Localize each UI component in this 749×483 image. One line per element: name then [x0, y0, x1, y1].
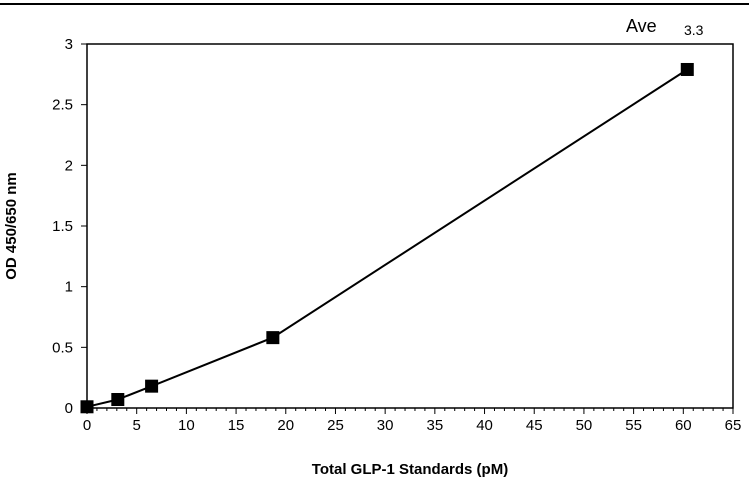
x-tick-label: 50: [576, 417, 593, 434]
series-line: [86, 68, 688, 408]
x-tick-label: 30: [377, 417, 394, 434]
x-tick-label: 20: [277, 417, 294, 434]
x-tick-label: 40: [476, 417, 493, 434]
data-point: [111, 393, 125, 407]
x-axis-title: Total GLP-1 Standards (pM): [312, 461, 508, 478]
y-tick-label: 0: [65, 400, 73, 417]
data-point: [80, 400, 94, 414]
y-tick-label: 2.5: [52, 97, 73, 114]
x-tick-label: 55: [625, 417, 642, 434]
data-series: [80, 62, 694, 414]
y-tick-label: 1: [65, 279, 73, 296]
data-point: [266, 331, 280, 345]
x-tick-label: 65: [725, 417, 742, 434]
data-point: [680, 62, 694, 76]
x-tick-label: 60: [675, 417, 692, 434]
annotation-value: 3.3: [684, 22, 704, 38]
annotation-label: Ave: [626, 16, 657, 36]
y-tick-label: 0.5: [52, 339, 73, 356]
data-point: [145, 379, 159, 393]
x-tick-label: 0: [83, 417, 91, 434]
x-tick-label: 10: [178, 417, 195, 434]
x-tick-label: 5: [133, 417, 141, 434]
y-tick-label: 1.5: [52, 218, 73, 235]
plot-area: [86, 43, 734, 409]
y-tick-label: 2: [65, 157, 73, 174]
x-tick-label: 15: [228, 417, 245, 434]
x-axis-ticks: 0 5 10 15 20 25 30 35 40 45 50 55 60 65: [83, 408, 742, 434]
y-axis-title: OD 450/650 nm: [3, 172, 20, 280]
x-tick-label: 45: [526, 417, 543, 434]
y-tick-label: 3: [65, 36, 73, 53]
y-axis-ticks: 0 0.5 1 1.5 2 2.5 3: [52, 36, 87, 417]
x-tick-label: 35: [427, 417, 444, 434]
x-tick-label: 25: [327, 417, 344, 434]
